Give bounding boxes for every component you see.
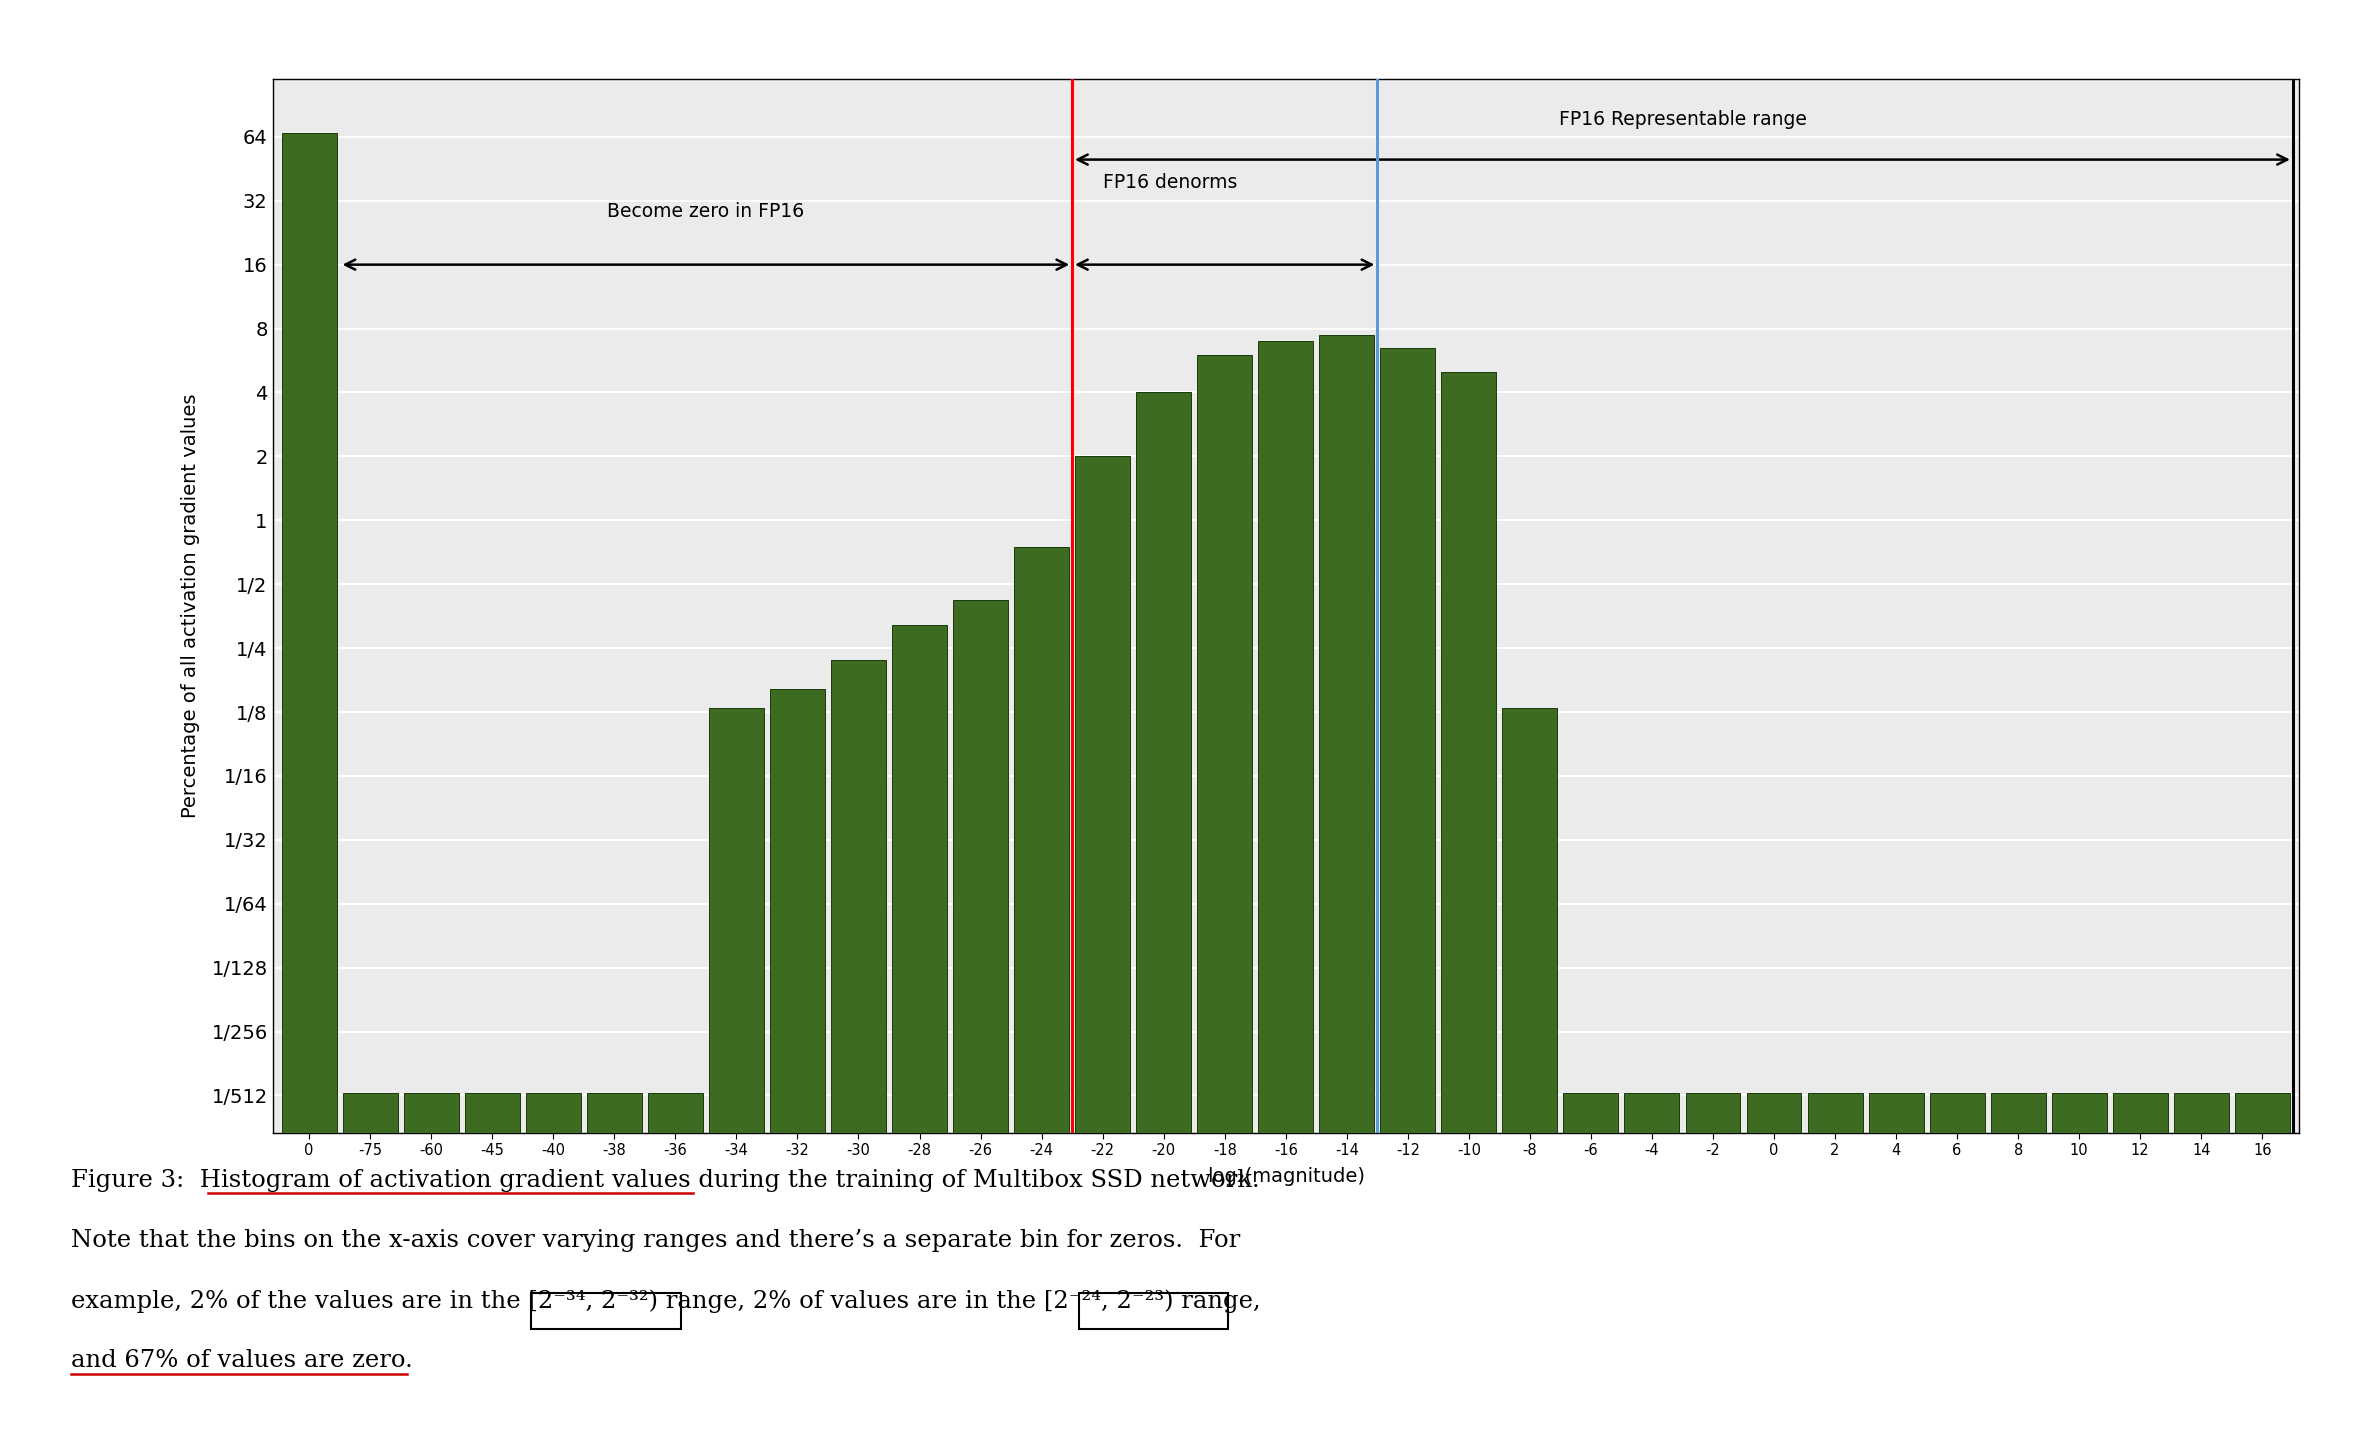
Text: Note that the bins on the x-axis cover varying ranges and there’s a separate bin: Note that the bins on the x-axis cover v… [71,1229,1240,1252]
Bar [1564,1093,1619,1434]
Bar [1014,546,1069,1434]
Text: Become zero in FP16: Become zero in FP16 [607,202,803,221]
Text: FP16 denorms: FP16 denorms [1102,174,1237,192]
Text: FP16 Representable range: FP16 Representable range [1559,109,1806,129]
Bar [526,1093,581,1434]
Bar [1379,347,1436,1434]
Text: Figure 3:  Histogram of activation gradient values during the training of Multib: Figure 3: Histogram of activation gradie… [71,1169,1261,1192]
Bar [1929,1093,1984,1434]
Y-axis label: Percentage of all activation gradient values: Percentage of all activation gradient va… [182,393,201,819]
X-axis label: log₂(magnitude): log₂(magnitude) [1206,1167,1365,1186]
Bar [1623,1093,1680,1434]
Bar [465,1093,519,1434]
Bar [403,1093,460,1434]
Bar [1076,456,1130,1434]
Bar [1808,1093,1863,1434]
Bar [1747,1093,1801,1434]
Bar [953,601,1007,1434]
Text: example, 2% of the values are in the [2⁻³⁴, 2⁻³²) range, 2% of values are in the: example, 2% of the values are in the [2⁻… [71,1289,1261,1312]
Bar [2173,1093,2228,1434]
Bar [1320,334,1375,1434]
Bar [2235,1093,2289,1434]
Bar [770,690,825,1434]
Bar [1441,371,1495,1434]
Bar [1197,356,1251,1434]
Bar [832,660,886,1434]
Bar [1503,708,1557,1434]
Bar [588,1093,642,1434]
Bar [1258,341,1313,1434]
Bar [344,1093,398,1434]
Bar [1991,1093,2045,1434]
Bar [2052,1093,2107,1434]
Text: and 67% of values are zero.: and 67% of values are zero. [71,1349,412,1372]
Bar [2112,1093,2169,1434]
Bar [647,1093,704,1434]
Bar [709,708,763,1434]
Bar [1868,1093,1924,1434]
Bar [1685,1093,1740,1434]
Bar [282,132,337,1434]
Bar [891,625,948,1434]
Bar [1135,393,1192,1434]
